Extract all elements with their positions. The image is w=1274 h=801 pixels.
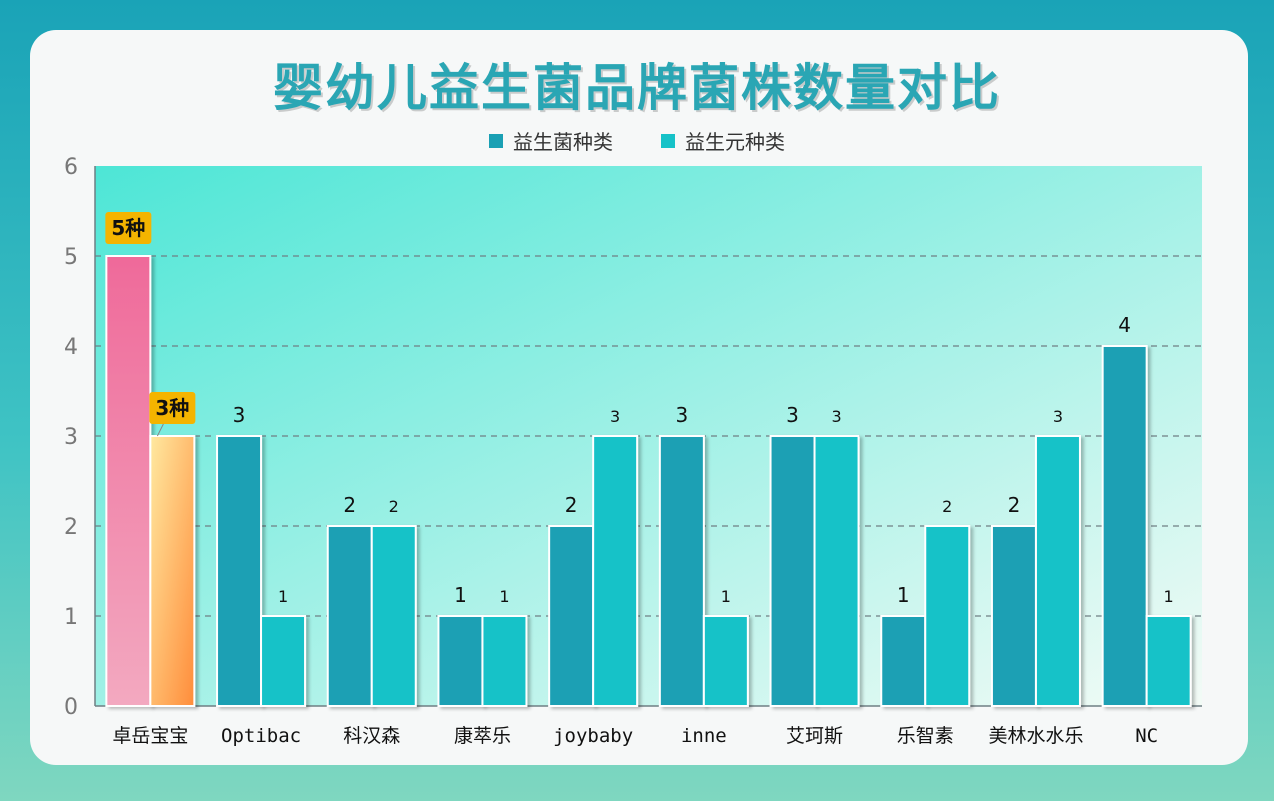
data-label-probiotic: 3 [233,403,246,427]
x-tick-label: NC [1135,725,1158,747]
data-label-prebiotic: 3 [610,407,620,426]
chart-title: 婴幼儿益生菌品牌菌株数量对比 [273,59,1001,117]
data-label-prebiotic: 1 [1164,587,1174,606]
x-tick-label: inne [681,725,727,747]
bar-probiotic [990,525,1037,707]
bar-prebiotic [702,615,749,707]
bar-probiotic [216,435,263,707]
y-tick-label: 3 [64,425,78,450]
data-label-probiotic: 1 [454,583,467,607]
x-tick-label: 康萃乐 [454,725,511,747]
bar-probiotic [880,615,927,707]
data-label-prebiotic: 2 [389,497,399,516]
legend-swatch-probiotic [489,133,503,148]
data-label-probiotic: 2 [565,493,578,517]
data-label-prebiotic: 3 [831,407,841,426]
bar-prebiotic [370,525,417,707]
bar-probiotic [769,435,816,707]
bar-prebiotic [481,615,528,707]
data-label-probiotic: 4 [1118,313,1131,337]
bar-probiotic [1101,345,1148,707]
data-label-probiotic: 1 [897,583,910,607]
data-label-probiotic: 3 [675,403,688,427]
callout-badge [105,212,152,244]
bar-probiotic [105,255,152,707]
data-label-prebiotic: 2 [942,497,952,516]
data-label-prebiotic: 1 [721,587,731,606]
callout-badge [149,392,196,424]
x-tick-label: 美林水水乐 [988,725,1083,747]
bar-probiotic [437,615,484,707]
bar-prebiotic [149,435,196,707]
x-tick-label: Optibac [221,725,301,747]
bar-prebiotic [260,615,307,707]
bar-prebiotic [1034,435,1081,707]
x-tick-label: 艾珂斯 [786,725,843,747]
data-label-prebiotic: 1 [278,587,288,606]
bar-prebiotic [1145,615,1192,707]
callout-label: 3种 [155,396,189,420]
legend-item-prebiotic: 益生元种类 [661,126,785,155]
x-tick-label: 科汉森 [343,725,400,747]
y-tick-label: 5 [64,245,78,270]
bar-prebiotic [592,435,639,707]
legend: 益生菌种类 益生元种类 [0,126,1274,155]
x-tick-label: 乐智素 [897,725,954,747]
callout-label: 5种 [111,216,145,240]
y-tick-label: 4 [64,335,78,360]
legend-label-prebiotic: 益生元种类 [685,130,785,154]
legend-swatch-prebiotic [661,133,675,148]
legend-item-probiotic: 益生菌种类 [489,126,613,155]
y-tick-label: 0 [64,695,78,720]
y-tick-label: 1 [64,605,78,630]
x-tick-label: 卓岳宝宝 [112,725,188,747]
legend-label-probiotic: 益生菌种类 [513,130,613,154]
bar-probiotic [326,525,373,707]
bar-prebiotic [924,525,971,707]
bar-prebiotic [813,435,860,707]
data-label-prebiotic: 1 [499,587,509,606]
y-tick-label: 2 [64,515,78,540]
bar-probiotic [548,525,595,707]
data-label-prebiotic: 3 [1053,407,1063,426]
bar-probiotic [658,435,705,707]
data-label-probiotic: 2 [1008,493,1021,517]
callout-leader [156,423,164,437]
data-label-probiotic: 2 [343,493,356,517]
data-label-probiotic: 3 [786,403,799,427]
y-tick-label: 6 [64,155,78,180]
x-tick-label: joybaby [553,725,633,747]
